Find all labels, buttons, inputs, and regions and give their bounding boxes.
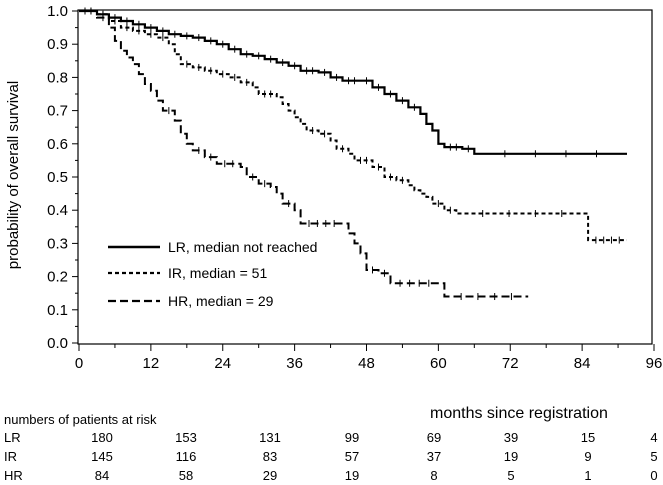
axes: 0.0 0.1 0.2 0.3 0.4 0.5 0.6 0.7 0.8 0.9 1.0 0 12 24 36…: [47, 3, 662, 372]
risk-cell: 8: [430, 468, 437, 483]
risk-table: LR 180 153 131 99 69 39 15 4IR 145 116 83 57 37 19 9 5HR…: [4, 430, 658, 483]
y-tick-label: 0.2: [47, 269, 68, 286]
risk-cell: 19: [504, 449, 518, 464]
risk-cell: 15: [581, 430, 595, 445]
x-tick-label: 36: [286, 355, 303, 372]
survival-curves: [79, 7, 627, 301]
risk-cell: 99: [345, 430, 359, 445]
y-tick-label: 0.7: [47, 103, 68, 120]
legend-label-2: IR, median = 51: [168, 265, 267, 281]
risk-cell: 19: [345, 468, 359, 483]
risk-cell: 37: [427, 449, 441, 464]
y-tick-label: 0.3: [47, 235, 68, 252]
risk-cell: 180: [91, 430, 113, 445]
x-tick-label: 0: [75, 355, 83, 372]
risk-cell: 5: [650, 449, 657, 464]
y-tick-label: 0.5: [47, 169, 68, 186]
risk-cell: 4: [650, 430, 657, 445]
risk-cell: 153: [175, 430, 197, 445]
risk-table-title: numbers of patients at risk: [4, 412, 157, 427]
y-tick-label: 0.9: [47, 36, 68, 53]
legend: LR, median not reached IR, median = 51 HR,…: [108, 239, 317, 309]
risk-cell: 116: [176, 449, 197, 464]
risk-cell: 29: [263, 468, 277, 483]
risk-cell: 0: [650, 468, 657, 483]
x-tick-label: 72: [502, 355, 519, 372]
risk-cell: 84: [95, 468, 109, 483]
y-tick-label: 0.0: [47, 335, 68, 352]
risk-row-label: LR: [4, 430, 21, 445]
x-tick-label: 48: [358, 355, 375, 372]
risk-cell: 145: [91, 449, 113, 464]
risk-cell: 9: [584, 449, 591, 464]
x-tick-label: 60: [430, 355, 447, 372]
risk-cell: 1: [584, 468, 591, 483]
risk-cell: 57: [345, 449, 359, 464]
y-tick-label: 0.6: [47, 136, 68, 153]
y-axis-title: probability of overall survival: [5, 81, 22, 269]
y-tick-label: 0.4: [47, 202, 68, 219]
series-line-1: [79, 9, 627, 155]
risk-row-label: HR: [4, 468, 23, 483]
x-tick-label: 96: [646, 355, 663, 372]
x-tick-label: 12: [143, 355, 160, 372]
series-line-2: [79, 10, 627, 242]
legend-label-1: LR, median not reached: [168, 239, 317, 255]
series-line-3: [79, 10, 529, 298]
risk-cell: 39: [504, 430, 518, 445]
y-tick-label: 0.1: [47, 302, 68, 319]
risk-cell: 58: [179, 468, 193, 483]
plot-frame: [77, 9, 653, 345]
risk-cell: 5: [507, 468, 514, 483]
risk-row-label: IR: [4, 449, 17, 464]
risk-cell: 69: [427, 430, 441, 445]
risk-cell: 83: [263, 449, 277, 464]
legend-label-3: HR, median = 29: [168, 293, 274, 309]
x-tick-label: 84: [574, 355, 591, 372]
y-tick-label: 0.8: [47, 69, 68, 86]
risk-cell: 131: [259, 430, 281, 445]
x-tick-label: 24: [214, 355, 231, 372]
x-axis-title: months since registration: [430, 405, 608, 422]
y-tick-label: 1.0: [47, 3, 68, 20]
